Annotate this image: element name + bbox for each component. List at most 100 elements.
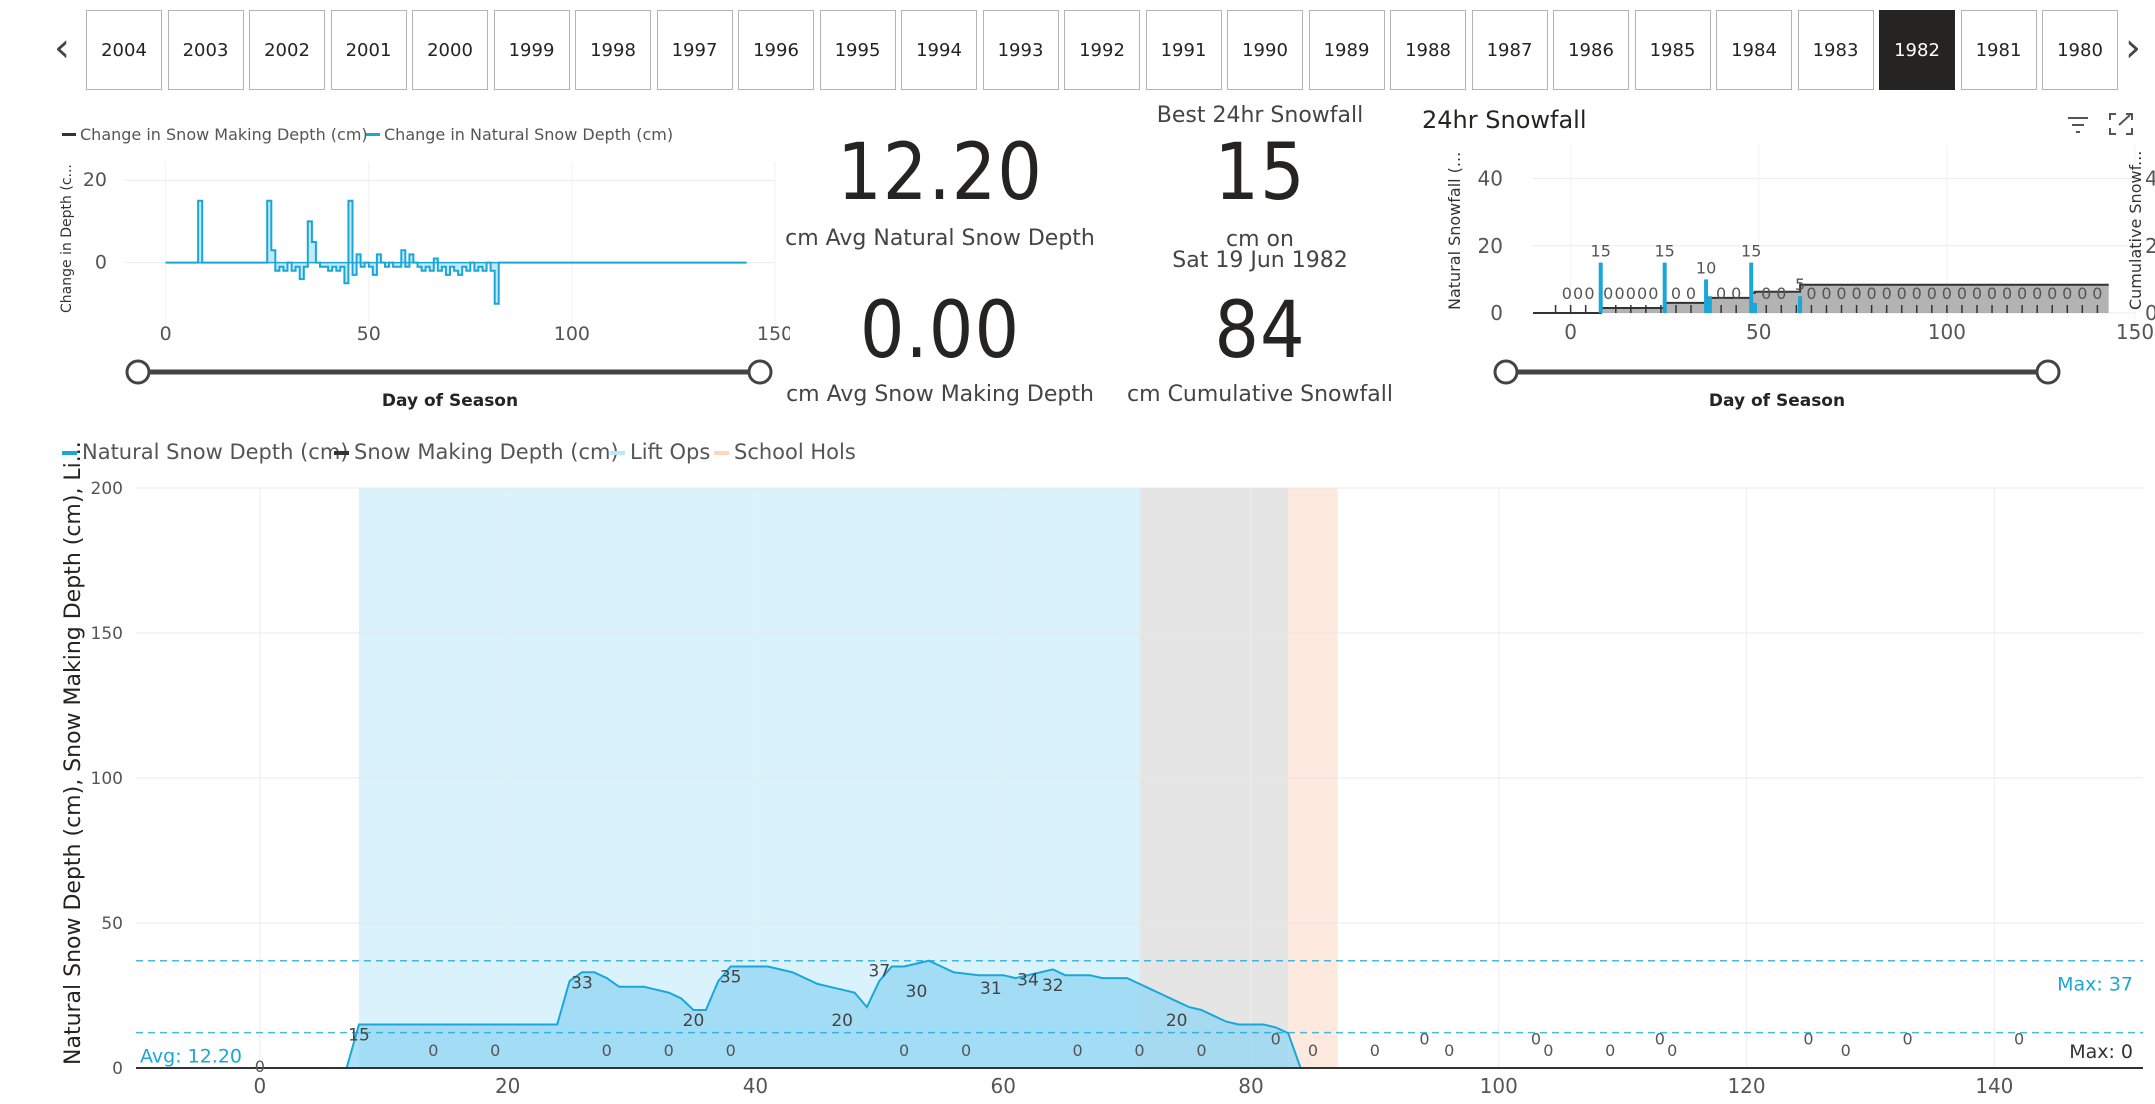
- year-button-1990[interactable]: 1990: [1227, 10, 1303, 90]
- legend-label: Natural Snow Depth (cm): [82, 440, 349, 464]
- bar-data-label: 0: [1648, 284, 1658, 303]
- legend-swatch: [366, 133, 380, 136]
- bar-data-label: 0: [1584, 284, 1594, 303]
- bar-data-label: 0: [1776, 284, 1786, 303]
- x-tick-label: 150: [2116, 320, 2154, 344]
- cumulative-snowfall-label: cm Cumulative Snowfall: [1127, 382, 1393, 407]
- year-button-1984[interactable]: 1984: [1716, 10, 1792, 90]
- legend-swatch: [334, 451, 349, 455]
- bar-data-label: 0: [1882, 284, 1892, 303]
- bar-data-label: 0: [1614, 284, 1624, 303]
- year-button-1995[interactable]: 1995: [819, 10, 896, 90]
- year-button-1993[interactable]: 1993: [982, 10, 1059, 90]
- year-button-1987[interactable]: 1987: [1471, 10, 1548, 90]
- natural-depth-line: [345, 959, 2143, 1069]
- chevron-right-icon[interactable]: ›: [2125, 25, 2141, 71]
- avg-natural-depth-value: 12.20: [837, 128, 1043, 218]
- natural-depth-data-label: 32: [1042, 976, 1064, 996]
- zero-data-label: 0: [961, 1041, 971, 1060]
- natural-depth-data-label: 30: [906, 982, 928, 1002]
- year-button-2003[interactable]: 2003: [167, 10, 244, 90]
- y-tick-label: 50: [101, 914, 123, 934]
- focus-mode-icon-path: [2109, 113, 2133, 135]
- x-tick-label: 100: [1480, 1074, 1518, 1098]
- bar-data-label: 0: [1562, 284, 1572, 303]
- legend-swatch: [62, 133, 76, 136]
- zero-data-label: 0: [2014, 1030, 2024, 1049]
- filter-icon[interactable]: [2068, 117, 2088, 133]
- range-slider-handle-min[interactable]: [125, 359, 151, 385]
- range-slider-handle-max[interactable]: [2035, 359, 2061, 385]
- range-slider-handle-max[interactable]: [747, 359, 773, 385]
- bar-data-label: 0: [1987, 284, 1997, 303]
- year-button-1983[interactable]: 1983: [1797, 10, 1874, 90]
- y-axis-title: Change in Depth (c...: [59, 164, 75, 313]
- x-tick-label: 100: [554, 323, 590, 345]
- focus-mode-icon[interactable]: [2109, 113, 2133, 135]
- x-tick-label: 0: [160, 323, 172, 345]
- zero-data-label: 0: [1655, 1030, 1665, 1049]
- year-button-1992[interactable]: 1992: [1064, 10, 1140, 90]
- x-tick-label: 60: [990, 1074, 1015, 1098]
- bar-data-label: 0: [1671, 284, 1681, 303]
- natural-depth-data-label: 20: [831, 1011, 853, 1031]
- year-button-2002[interactable]: 2002: [249, 10, 325, 90]
- y-tick-label: 150: [91, 624, 123, 644]
- year-button-1981[interactable]: 1981: [1960, 10, 2037, 90]
- year-button-1991[interactable]: 1991: [1145, 10, 1222, 90]
- zero-data-label: 0: [1841, 1041, 1851, 1060]
- legend-label: Snow Making Depth (cm): [354, 440, 619, 464]
- year-button-1989[interactable]: 1989: [1308, 10, 1385, 90]
- x-tick-label: 150: [757, 323, 790, 345]
- year-button-1980[interactable]: 1980: [2042, 10, 2118, 90]
- year-button-2004[interactable]: 2004: [86, 10, 162, 90]
- x-tick-label: 120: [1727, 1074, 1765, 1098]
- zero-data-label: 0: [1667, 1041, 1677, 1060]
- natural-depth-data-label: 20: [683, 1011, 705, 1031]
- x-tick-label: 100: [1928, 320, 1966, 344]
- snowfall-bar: [1749, 262, 1754, 313]
- year-button-1994[interactable]: 1994: [901, 10, 977, 90]
- year-button-1985[interactable]: 1985: [1634, 10, 1711, 90]
- range-slider-handle-min[interactable]: [1493, 359, 1519, 385]
- bar-data-label: 5: [1795, 275, 1805, 294]
- y-axis-title: Natural Snowfall (...: [1445, 152, 1464, 310]
- y-tick-label: 0: [112, 1059, 123, 1079]
- snowfall-bar: [1662, 262, 1667, 313]
- zero-data-label: 0: [1308, 1041, 1318, 1060]
- best-24hr-unit: cm on: [1226, 227, 1294, 252]
- zero-data-label: 0: [1444, 1041, 1454, 1060]
- year-button-2001[interactable]: 2001: [330, 10, 407, 90]
- y2-tick-label: 200: [2145, 234, 2155, 258]
- zero-data-label: 0: [1134, 1041, 1144, 1060]
- zero-data-label: 0: [899, 1041, 909, 1060]
- legend-swatch: [62, 451, 77, 455]
- natural-depth-area: [346, 960, 2144, 1068]
- bar-data-label: 0: [1731, 284, 1741, 303]
- year-button-1996[interactable]: 1996: [738, 10, 814, 90]
- snowfall-bar: [1598, 262, 1603, 313]
- year-button-1997[interactable]: 1997: [656, 10, 733, 90]
- year-button-2000[interactable]: 2000: [412, 10, 488, 90]
- y-axis-title: Natural Snow Depth (cm), Snow Making Dep…: [61, 441, 86, 1065]
- legend-label: Change in Snow Making Depth (cm): [80, 125, 368, 144]
- year-button-1982[interactable]: 1982: [1879, 10, 1955, 90]
- legend-label: School Hols: [734, 440, 856, 464]
- reference-line-label: Max: 0: [2069, 1041, 2133, 1063]
- y-tick-label: 200: [91, 479, 123, 499]
- bar-data-label: 0: [1897, 284, 1907, 303]
- bar-data-label: 0: [1957, 284, 1967, 303]
- year-button-1988[interactable]: 1988: [1390, 10, 1466, 90]
- zero-data-label: 0: [428, 1041, 438, 1060]
- year-button-1999[interactable]: 1999: [493, 10, 570, 90]
- chevron-left-icon[interactable]: ‹: [54, 25, 70, 71]
- change-in-depth-chart: Change in Snow Making Depth (cm) Change i…: [59, 125, 790, 411]
- bar-data-label: 0: [1972, 284, 1982, 303]
- zero-data-label: 0: [490, 1041, 500, 1060]
- zero-data-label: 0: [1271, 1030, 1281, 1049]
- best-24hr-value: 15: [1214, 128, 1306, 218]
- snow-depth-main-chart: Natural Snow Depth (cm) Snow Making Depth…: [61, 440, 2144, 1098]
- year-button-1986[interactable]: 1986: [1553, 10, 1629, 90]
- year-button-1998[interactable]: 1998: [575, 10, 651, 90]
- zero-data-label: 0: [1605, 1041, 1615, 1060]
